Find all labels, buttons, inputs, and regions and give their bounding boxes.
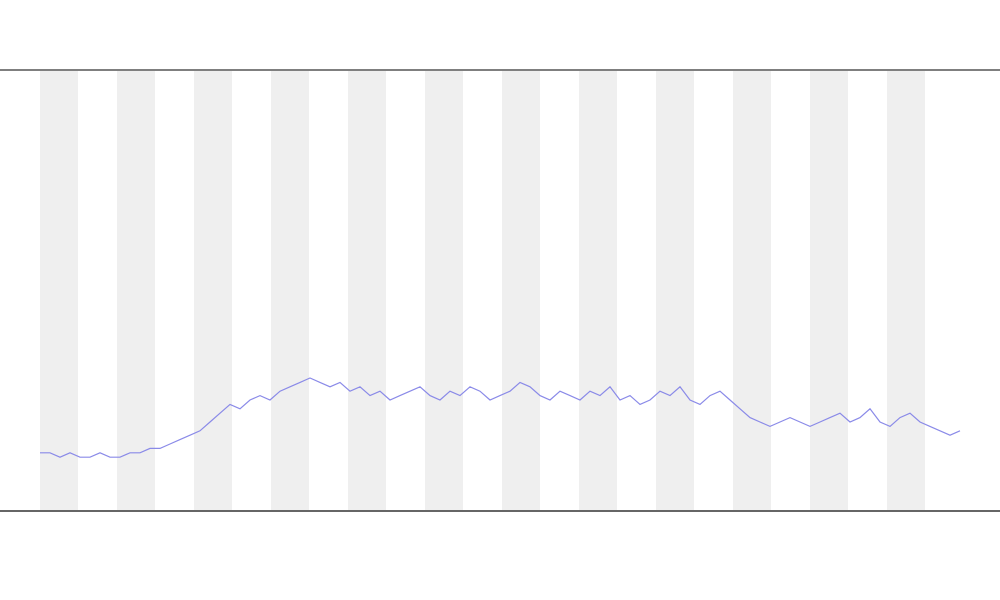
band — [271, 71, 309, 510]
band — [810, 71, 848, 510]
band — [656, 71, 694, 510]
band — [887, 71, 925, 510]
band — [117, 71, 155, 510]
band — [40, 71, 78, 510]
band — [733, 71, 771, 510]
band — [425, 71, 463, 510]
series-line — [40, 377, 961, 458]
bands — [40, 71, 925, 510]
band — [579, 71, 617, 510]
band — [348, 71, 386, 510]
band — [502, 71, 540, 510]
band — [194, 71, 232, 510]
